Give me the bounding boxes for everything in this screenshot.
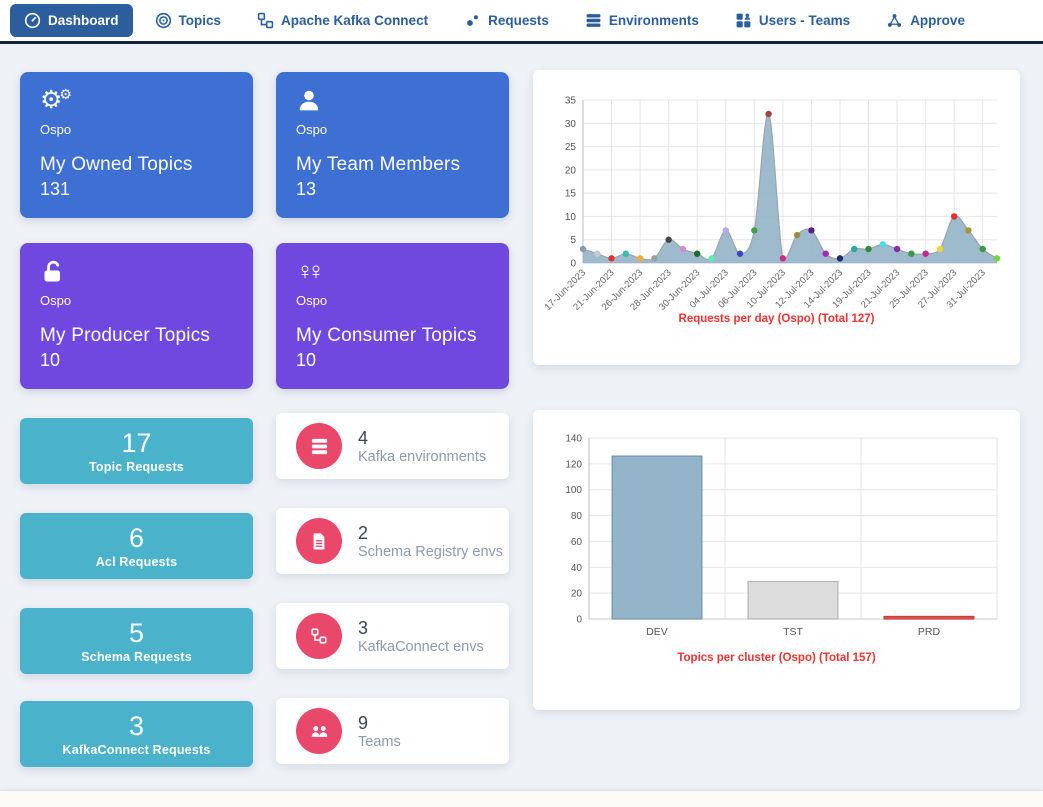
request-count: 3	[128, 710, 145, 741]
env-count: 9	[358, 712, 369, 733]
svg-text:0: 0	[576, 615, 582, 626]
svg-text:60: 60	[571, 537, 583, 548]
stat-card-my-team-members[interactable]: Ospo My Team Members 13	[276, 72, 509, 218]
stat-card-title: My Producer Topics	[40, 325, 211, 346]
env-count: 2	[358, 522, 369, 543]
team-name: Ospo	[40, 293, 72, 308]
request-label: Acl Requests	[95, 554, 178, 569]
footer-bar	[0, 791, 1043, 807]
team-name: Ospo	[296, 122, 328, 137]
nav-item-approve[interactable]: Approve	[872, 4, 979, 37]
gears-icon: ⚙ ⚙	[40, 86, 72, 114]
svg-text:100: 100	[565, 485, 582, 496]
card-schema-requests[interactable]: 5 Schema Requests	[20, 608, 253, 674]
card-kafkaconnect-envs[interactable]: 3 KafkaConnect envs	[276, 603, 509, 669]
requests-icon	[464, 12, 481, 29]
nav-item-users-teams[interactable]: Users - Teams	[721, 4, 864, 37]
env-label: Schema Registry envs	[358, 543, 504, 560]
consumers-icon: ♀♀	[296, 258, 325, 285]
svg-text:5: 5	[570, 235, 576, 246]
approve-icon	[886, 12, 903, 29]
nav-item-label: Approve	[910, 13, 965, 28]
nav-item-label: Users - Teams	[758, 13, 851, 28]
svg-text:PRD: PRD	[918, 626, 941, 638]
stat-card-value: 131	[40, 179, 71, 199]
team-name: Ospo	[296, 293, 328, 308]
card-acl-requests[interactable]: 6 Acl Requests	[20, 513, 253, 579]
stat-card-my-consumer-topics[interactable]: ♀♀ Ospo My Consumer Topics 10	[276, 243, 509, 389]
nav-item-requests[interactable]: Requests	[450, 4, 563, 37]
kafka-connect-icon	[257, 12, 274, 29]
nav-item-label: Topics	[178, 13, 222, 28]
svg-text:20: 20	[565, 165, 577, 176]
topics-per-cluster-chart: 0 20 40 60 80 100 120 140 DEV TST PRD	[545, 424, 1007, 654]
stat-card-title: My Owned Topics	[40, 154, 193, 175]
topics-chart-title: Topics per cluster (Ospo) (Total 157)	[677, 652, 876, 664]
nav-item-environments[interactable]: Environments	[571, 4, 713, 37]
team-name: Ospo	[40, 122, 72, 137]
users-teams-icon	[735, 12, 752, 29]
document-icon	[296, 518, 342, 564]
card-kafka-environments[interactable]: 4 Kafka environments	[276, 413, 509, 479]
stat-card-title: My Team Members	[296, 154, 461, 175]
request-label: Schema Requests	[81, 649, 192, 664]
stat-card-my-owned-topics[interactable]: ⚙ ⚙ Ospo My Owned Topics 131	[20, 72, 253, 218]
nav-item-label: Environments	[608, 13, 699, 28]
server-icon	[296, 423, 342, 469]
stat-card-value: 13	[296, 179, 317, 199]
card-topic-requests[interactable]: 17 Topic Requests	[20, 418, 253, 484]
svg-text:20: 20	[571, 589, 583, 600]
stat-card-value: 10	[296, 350, 317, 370]
request-label: KafkaConnect Requests	[62, 742, 211, 757]
stat-card-title: My Consumer Topics	[296, 325, 477, 346]
env-count: 3	[358, 617, 369, 638]
env-label: Kafka environments	[358, 448, 487, 465]
nav-item-label: Dashboard	[48, 13, 119, 28]
card-schema-registry-envs[interactable]: 2 Schema Registry envs	[276, 508, 509, 574]
svg-text:TST: TST	[783, 626, 803, 638]
svg-text:10: 10	[565, 212, 577, 223]
requests-per-day-chart: 0 5 10 15 20 25 30 35 17-Jun-2023 21-Jun-2023 26-J…	[543, 84, 1007, 354]
requests-per-day-chart-card: 0 5 10 15 20 25 30 35 17-Jun-2023 21-Jun-2023 26-J…	[533, 70, 1020, 365]
svg-text:DEV: DEV	[646, 626, 668, 638]
requests-chart-title: Requests per day (Ospo) (Total 127)	[678, 313, 875, 325]
card-teams[interactable]: 9 Teams	[276, 698, 509, 764]
env-count: 4	[358, 427, 369, 448]
svg-text:140: 140	[565, 434, 582, 445]
env-label: KafkaConnect envs	[358, 638, 484, 655]
request-count: 5	[128, 617, 145, 648]
svg-text:80: 80	[571, 511, 583, 522]
svg-text:30: 30	[565, 119, 577, 130]
top-navigation: Dashboard Topics Apache Kafka Connect Re…	[0, 0, 1043, 44]
nav-item-topics[interactable]: Topics	[141, 4, 236, 37]
stat-card-my-producer-topics[interactable]: Ospo My Producer Topics 10	[20, 243, 253, 389]
svg-text:25: 25	[565, 142, 577, 153]
connect-icon	[296, 613, 342, 659]
user-icon	[296, 88, 489, 118]
dashboard-icon	[24, 12, 41, 29]
svg-text:40: 40	[571, 563, 583, 574]
team-icon	[296, 708, 342, 754]
svg-text:120: 120	[565, 459, 582, 470]
nav-item-kafka-connect[interactable]: Apache Kafka Connect	[243, 4, 442, 37]
svg-text:15: 15	[565, 189, 577, 200]
stat-card-value: 10	[40, 350, 61, 370]
svg-text:0: 0	[570, 259, 576, 270]
nav-item-dashboard[interactable]: Dashboard	[10, 4, 133, 37]
environments-icon	[585, 12, 602, 29]
request-count: 17	[121, 427, 152, 458]
unlock-icon	[40, 259, 233, 289]
card-kafkaconnect-requests[interactable]: 3 KafkaConnect Requests	[20, 701, 253, 767]
nav-item-label: Requests	[488, 13, 549, 28]
request-count: 6	[128, 522, 145, 553]
nav-item-label: Apache Kafka Connect	[281, 13, 429, 28]
topics-per-cluster-chart-card: 0 20 40 60 80 100 120 140 DEV TST PRD Topics per c…	[533, 410, 1020, 710]
request-label: Topic Requests	[89, 459, 184, 474]
topics-icon	[155, 12, 172, 29]
env-label: Teams	[358, 733, 401, 750]
svg-text:35: 35	[565, 96, 577, 107]
